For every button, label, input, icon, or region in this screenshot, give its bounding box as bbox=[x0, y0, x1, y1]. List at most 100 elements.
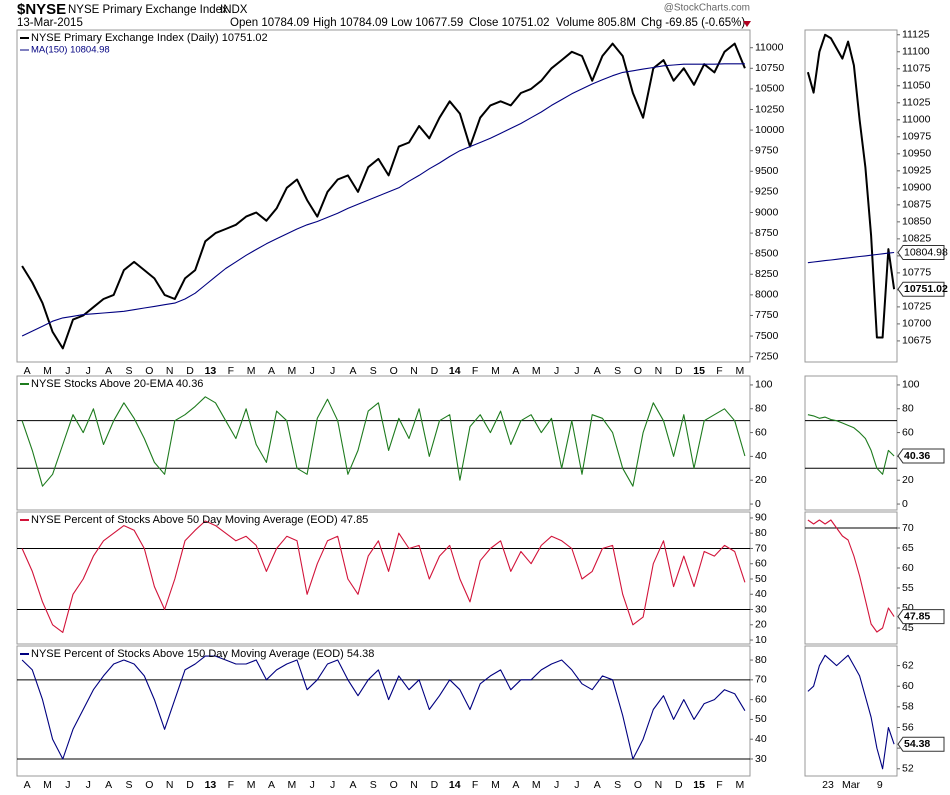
panel-frame bbox=[804, 645, 898, 777]
series-line bbox=[21, 63, 745, 337]
x-tick-label: O bbox=[145, 365, 153, 377]
series-line bbox=[807, 654, 895, 770]
x-tick-label: A bbox=[349, 779, 356, 791]
x-tick-label: F bbox=[228, 779, 234, 791]
x-tick-label: S bbox=[370, 779, 377, 791]
x-tick-label: J bbox=[554, 365, 559, 377]
y-tick-label: 8500 bbox=[755, 247, 779, 259]
x-tick-label: A bbox=[594, 365, 601, 377]
value-tag bbox=[897, 609, 945, 625]
y-tick-label: 62 bbox=[902, 659, 914, 671]
y-tick-label: 10875 bbox=[902, 199, 931, 211]
value-tag bbox=[897, 244, 945, 260]
y-tick-label: 11075 bbox=[902, 63, 931, 75]
x-tick-label: A bbox=[105, 365, 112, 377]
panel-frame bbox=[16, 375, 751, 511]
x-tick-label: 9 bbox=[877, 779, 883, 791]
legend-label: MA(150) 10804.98 bbox=[31, 45, 110, 56]
y-tick-label: 10250 bbox=[755, 103, 784, 115]
y-tick-label: 11050 bbox=[902, 80, 931, 92]
y-tick-label: 60 bbox=[902, 562, 914, 574]
y-tick-label: 52 bbox=[902, 763, 914, 775]
x-tick-label: M bbox=[532, 365, 541, 377]
y-tick-label: 80 bbox=[755, 654, 767, 666]
x-tick-label: D bbox=[186, 779, 194, 791]
y-tick-label: 20 bbox=[755, 619, 767, 631]
x-tick-label: M bbox=[288, 779, 297, 791]
y-tick-label: 0 bbox=[902, 498, 908, 510]
y-tick-label: 10900 bbox=[902, 182, 931, 194]
x-tick-label: O bbox=[634, 365, 642, 377]
y-tick-label: 8250 bbox=[755, 268, 779, 280]
y-tick-label: 10975 bbox=[902, 131, 931, 143]
x-tick-label: N bbox=[410, 779, 418, 791]
y-tick-label: 90 bbox=[755, 512, 767, 524]
x-tick-label: M bbox=[43, 779, 52, 791]
x-tick-label: D bbox=[431, 779, 439, 791]
y-tick-label: 10675 bbox=[902, 335, 931, 347]
y-tick-label: 10750 bbox=[755, 62, 784, 74]
series-line bbox=[21, 396, 746, 487]
y-tick-label: 10725 bbox=[902, 301, 931, 313]
x-tick-label: A bbox=[512, 365, 519, 377]
x-tick-label: D bbox=[675, 365, 683, 377]
y-tick-label: 60 bbox=[755, 693, 767, 705]
series-line bbox=[807, 519, 895, 633]
x-tick-label: J bbox=[65, 779, 70, 791]
y-tick-label: 40 bbox=[755, 588, 767, 600]
x-tick-label: J bbox=[574, 779, 579, 791]
y-tick-label: 50 bbox=[755, 713, 767, 725]
y-tick-label: 50 bbox=[755, 573, 767, 585]
x-tick-label: A bbox=[349, 365, 356, 377]
series-line bbox=[807, 251, 895, 264]
value-tag bbox=[897, 448, 945, 464]
x-tick-label: 13 bbox=[205, 779, 217, 791]
y-tick-label: 100 bbox=[902, 379, 920, 391]
y-tick-label: 7250 bbox=[755, 350, 779, 362]
panel-frame bbox=[804, 511, 898, 645]
x-tick-label: S bbox=[125, 779, 132, 791]
x-tick-label: J bbox=[574, 365, 579, 377]
x-tick-label: 23 bbox=[822, 779, 834, 791]
y-tick-label: 10 bbox=[755, 634, 767, 646]
panel-frame bbox=[16, 645, 751, 777]
y-tick-label: 9000 bbox=[755, 206, 779, 218]
panel-frame bbox=[804, 375, 898, 511]
y-tick-label: 45 bbox=[902, 622, 914, 634]
x-tick-label: M bbox=[735, 365, 744, 377]
value-tag bbox=[897, 281, 945, 297]
series-line bbox=[807, 414, 895, 475]
y-tick-label: 70 bbox=[755, 542, 767, 554]
y-tick-label: 7500 bbox=[755, 330, 779, 342]
x-tick-label: A bbox=[268, 779, 275, 791]
y-tick-label: 80 bbox=[755, 527, 767, 539]
x-tick-label: F bbox=[472, 365, 478, 377]
quote-low: Low 10677.59 bbox=[391, 17, 463, 29]
x-tick-label: A bbox=[512, 779, 519, 791]
watermark: @StockCharts.com bbox=[664, 3, 750, 14]
x-tick-label: J bbox=[310, 779, 315, 791]
y-tick-label: 70 bbox=[902, 522, 914, 534]
exchange: INDX bbox=[220, 4, 248, 16]
y-tick-label: 60 bbox=[755, 426, 767, 438]
y-tick-label: 7750 bbox=[755, 309, 779, 321]
x-tick-label: O bbox=[145, 779, 153, 791]
y-tick-label: 8750 bbox=[755, 227, 779, 239]
y-tick-label: 55 bbox=[902, 582, 914, 594]
value-tag-label: 10751.02 bbox=[904, 283, 948, 295]
index-name: NYSE Primary Exchange Index bbox=[68, 4, 228, 16]
x-tick-label: M bbox=[491, 365, 500, 377]
x-tick-label: M bbox=[247, 779, 256, 791]
x-tick-label: A bbox=[24, 779, 31, 791]
y-tick-label: 60 bbox=[902, 680, 914, 692]
x-tick-label: J bbox=[86, 365, 91, 377]
x-tick-label: M bbox=[247, 365, 256, 377]
x-tick-label: S bbox=[614, 779, 621, 791]
series-line bbox=[21, 42, 746, 350]
x-tick-label: A bbox=[594, 779, 601, 791]
y-tick-label: 10500 bbox=[755, 83, 784, 95]
y-tick-label: 80 bbox=[902, 403, 914, 415]
x-tick-label: O bbox=[390, 779, 398, 791]
x-tick-label: F bbox=[472, 779, 478, 791]
